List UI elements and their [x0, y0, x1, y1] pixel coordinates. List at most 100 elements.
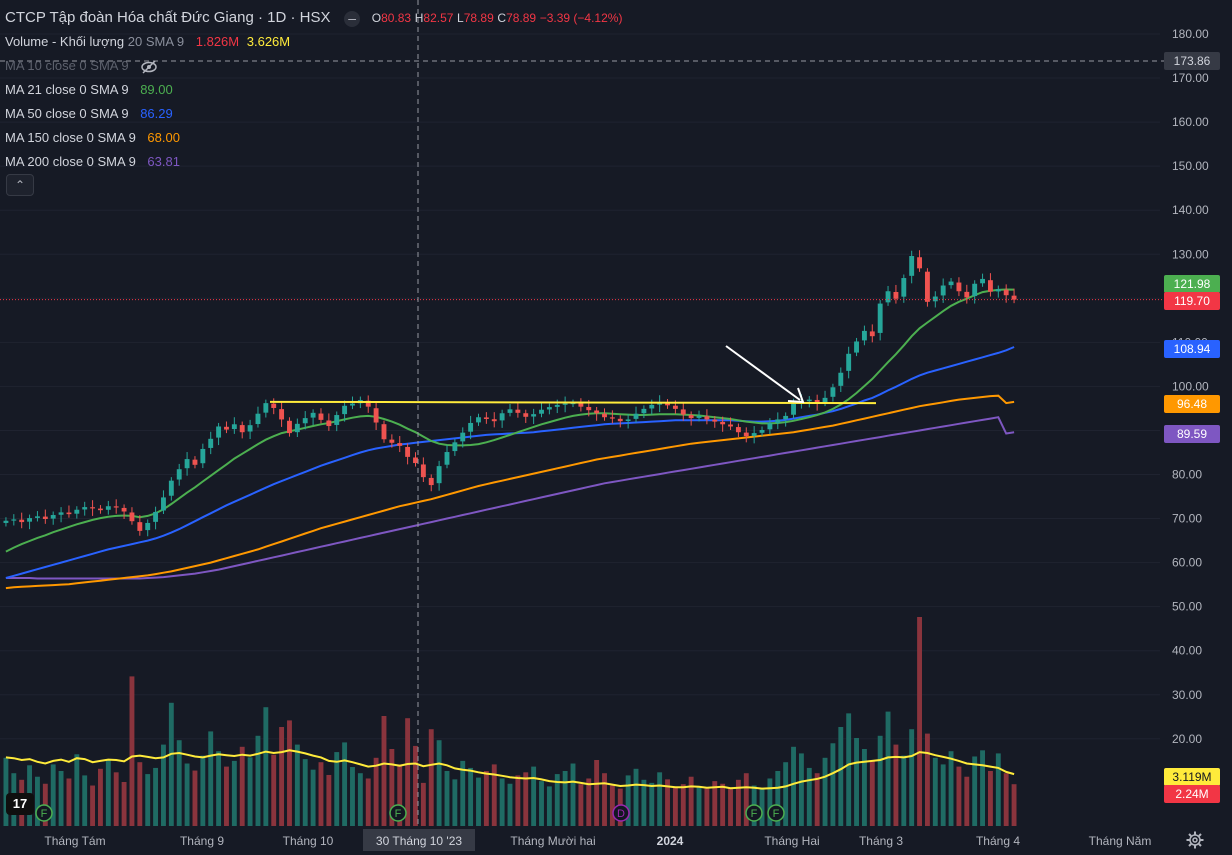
- legend-header-row: CTCP Tập đoàn Hóa chất Đức Giang · 1D · …: [5, 6, 622, 30]
- candle-107: [846, 346, 852, 379]
- volume-bar-68: [539, 781, 544, 826]
- volume-bar-115: [909, 729, 915, 826]
- volume-bar-24: [192, 770, 198, 826]
- y-tick-label-5: 130.00: [1172, 247, 1209, 261]
- arrow-annotation[interactable]: [725, 345, 805, 404]
- more-icon[interactable]: –: [344, 10, 361, 27]
- volume-bar-75: [594, 760, 600, 826]
- candle-17: [137, 515, 143, 536]
- legend-ma200[interactable]: MA 200 close 0 SMA 9 63.81: [5, 154, 180, 169]
- y-tick-label-12: 60.00: [1172, 556, 1202, 570]
- price-axis[interactable]: 180.00170.00160.00150.00140.00130.00120.…: [1172, 27, 1209, 746]
- candle-127: [1003, 284, 1009, 303]
- volume-bar-99: [783, 762, 789, 826]
- volume-bar-91: [720, 783, 726, 826]
- candle-25: [200, 443, 206, 469]
- volume-bar-128: [1011, 784, 1017, 826]
- volume-bar-67: [531, 766, 537, 826]
- candle-73: [578, 398, 584, 412]
- volume-bar-86: [680, 784, 686, 826]
- volume-bar-30: [239, 746, 245, 826]
- candle-121: [956, 277, 962, 297]
- svg-text:F: F: [395, 808, 402, 820]
- svg-text:D: D: [617, 808, 625, 820]
- price-label-3-tag: [1164, 395, 1220, 413]
- candle-28: [224, 421, 229, 434]
- legend-ma150[interactable]: MA 150 close 0 SMA 9 68.00: [5, 130, 180, 145]
- volume-bar-109: [861, 749, 867, 826]
- candle-4: [35, 511, 40, 522]
- legend-volume[interactable]: Volume - Khối lượng 20 SMA 9 1.826M 3.62…: [5, 34, 291, 49]
- y-tick-label-2: 160.00: [1172, 115, 1209, 129]
- candle-98: [775, 412, 781, 430]
- candle-11: [90, 500, 96, 516]
- volume-bar-12: [98, 768, 103, 826]
- candle-86: [680, 402, 686, 421]
- volume-bar-36: [287, 720, 292, 826]
- volume-bar-83: [657, 772, 663, 826]
- candle-113: [893, 284, 899, 304]
- hidden-eye-icon[interactable]: [140, 60, 158, 74]
- candle-119: [940, 278, 946, 303]
- candle-8: [66, 505, 72, 518]
- y-tick-label-16: 20.00: [1172, 732, 1202, 746]
- price-label-6-tag: [1164, 785, 1220, 803]
- volume-bar-14: [113, 772, 119, 826]
- candle-75: [594, 406, 600, 421]
- y-tick-label-15: 30.00: [1172, 688, 1202, 702]
- candle-60: [476, 413, 481, 426]
- event-marker-0: F: [35, 804, 53, 822]
- volume-bar-88: [696, 786, 702, 826]
- candle-110: [869, 324, 875, 343]
- gear-icon[interactable]: [1186, 831, 1204, 849]
- candle-55: [436, 460, 442, 491]
- candle-27: [216, 422, 222, 446]
- candle-36: [287, 417, 292, 437]
- volume-bar-37: [294, 744, 300, 826]
- candle-81: [641, 405, 647, 419]
- chevron-up-icon[interactable]: ⌃: [6, 174, 34, 196]
- volume-bar-106: [838, 727, 844, 826]
- volume-bar-74: [586, 778, 592, 826]
- resistance-line[interactable]: [269, 400, 877, 405]
- candle-6: [50, 511, 56, 525]
- volume-bar-73: [578, 784, 584, 826]
- candle-114: [901, 274, 907, 303]
- volume-bar-38: [302, 759, 308, 826]
- volume-bar-25: [200, 755, 206, 826]
- candle-99: [783, 412, 789, 427]
- candle-56: [444, 444, 450, 469]
- candle-61: [483, 412, 489, 424]
- candle-111: [877, 300, 883, 341]
- candle-50: [397, 436, 403, 453]
- event-marker-1: F: [389, 804, 407, 822]
- candle-125: [987, 273, 993, 297]
- candle-0: [3, 517, 9, 527]
- volume-bar-0: [3, 757, 9, 826]
- x-tick-label-5: Tháng Hai: [764, 834, 819, 848]
- x-tick-label-4: 2024: [657, 834, 684, 848]
- time-axis[interactable]: Tháng Tám Tháng 9 Tháng 10 Tháng Mười hai 20…: [44, 829, 1151, 851]
- volume-bar-98: [775, 771, 781, 826]
- candle-54: [428, 474, 434, 492]
- volume-bar-27: [216, 751, 222, 826]
- candle-39: [310, 409, 316, 426]
- legend-ma21[interactable]: MA 21 close 0 SMA 9 89.00: [5, 82, 173, 97]
- volume-bar-85: [672, 787, 678, 826]
- volume-bar-119: [940, 764, 946, 826]
- candle-89: [704, 409, 710, 425]
- symbol-title[interactable]: CTCP Tập đoàn Hóa chất Đức Giang · 1D · …: [5, 9, 331, 26]
- legend-ma50[interactable]: MA 50 close 0 SMA 9 86.29: [5, 106, 173, 121]
- volume-bar-17: [137, 762, 143, 826]
- volume-bar-120: [948, 751, 954, 826]
- volume-bar-92: [728, 787, 733, 826]
- legend-ma10[interactable]: MA 10 close 0 SMA 9: [5, 54, 622, 78]
- volume-bar-111: [877, 735, 883, 826]
- volume-bar-72: [570, 763, 576, 826]
- volume-bar-41: [326, 774, 332, 826]
- candle-92: [728, 417, 733, 431]
- candle-118: [932, 291, 938, 308]
- candle-88: [696, 410, 702, 422]
